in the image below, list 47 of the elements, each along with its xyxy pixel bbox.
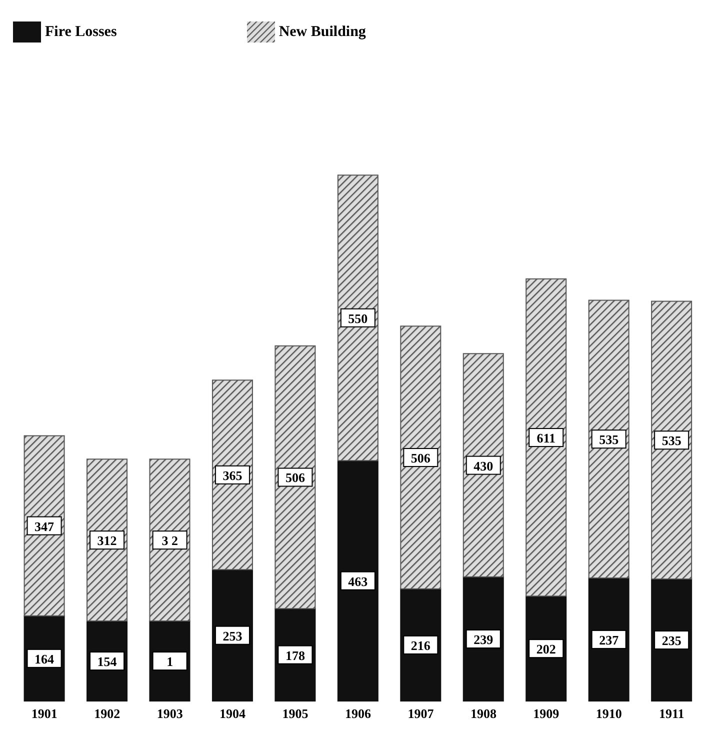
data-label: 239 [474,632,494,647]
bar [149,458,190,622]
data-label: 235 [662,633,682,648]
data-label: 216 [410,638,431,653]
data-label: 535 [662,433,682,448]
x-tick-label: 1906 [345,706,372,722]
bar [212,380,253,570]
data-label: 535 [599,432,620,448]
data-label: 164 [34,651,55,666]
x-tick-label: 1905 [282,706,309,722]
data-label: 550 [348,310,368,326]
data-label: 430 [474,458,494,474]
data-label: 202 [536,642,556,657]
x-tick-label: 1909 [533,706,560,722]
bar [526,278,567,597]
bar [24,435,65,616]
data-label: 463 [348,574,368,589]
legend-label: Fire Losses [45,24,117,40]
data-label: 237 [599,632,620,648]
data-label: 312 [97,533,117,548]
x-tick-label: 1908 [470,706,497,722]
legend-label: New Building [278,24,366,40]
x-tick-label: 1904 [220,706,246,722]
data-label: 253 [222,628,243,644]
data-label: 611 [536,430,556,446]
x-tick-label: 1910 [596,706,622,722]
bar [588,300,630,578]
data-label: 178 [285,648,306,663]
data-label: 365 [222,468,243,483]
annotation: 3 2 [162,533,178,548]
x-tick-label: 1902 [94,706,120,722]
x-tick-label: 1907 [408,706,434,722]
bar [337,460,378,702]
x-tick-label: 1911 [658,706,684,722]
bar [651,300,692,580]
x-tick-label: 1903 [156,706,184,722]
data-label: 347 [34,518,55,534]
bar [337,174,378,462]
bar [86,458,128,622]
data-label: 506 [410,450,431,466]
bar [400,326,442,590]
data-label: 154 [97,654,118,670]
data-label: 506 [285,470,306,486]
annotation: 1 [166,654,174,670]
bar [274,345,316,610]
bar [462,353,504,578]
x-tick-label: 1901 [31,706,58,722]
